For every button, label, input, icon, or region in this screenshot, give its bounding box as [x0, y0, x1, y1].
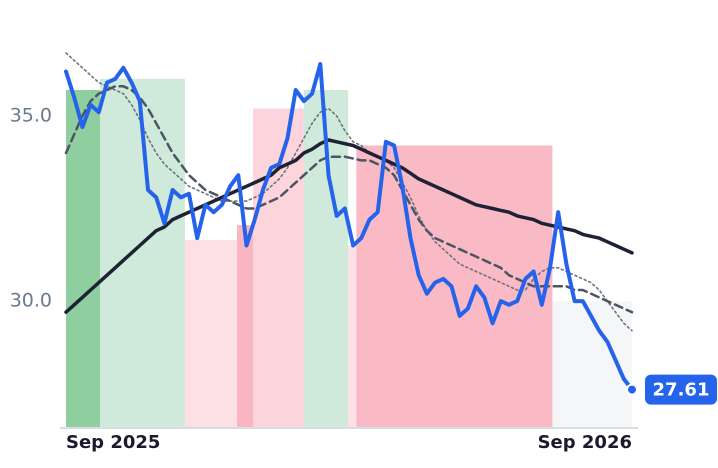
band — [348, 245, 357, 427]
value-badge-label: 27.61 — [653, 380, 710, 401]
x-tick-label: Sep 2025 — [66, 432, 160, 453]
y-tick-label: 30.0 — [10, 290, 52, 312]
series-line — [64, 138, 634, 314]
band — [184, 239, 238, 427]
value-badge — [645, 374, 717, 405]
band — [356, 145, 553, 427]
band — [237, 225, 254, 427]
band — [66, 89, 101, 428]
last-point — [626, 383, 638, 396]
series-line — [64, 85, 634, 314]
y-tick-label: 35.0 — [10, 104, 52, 126]
series-line — [65, 52, 633, 332]
x-tick-label: Sep 2026 — [538, 432, 632, 453]
band — [253, 108, 304, 427]
series-line — [64, 62, 634, 392]
